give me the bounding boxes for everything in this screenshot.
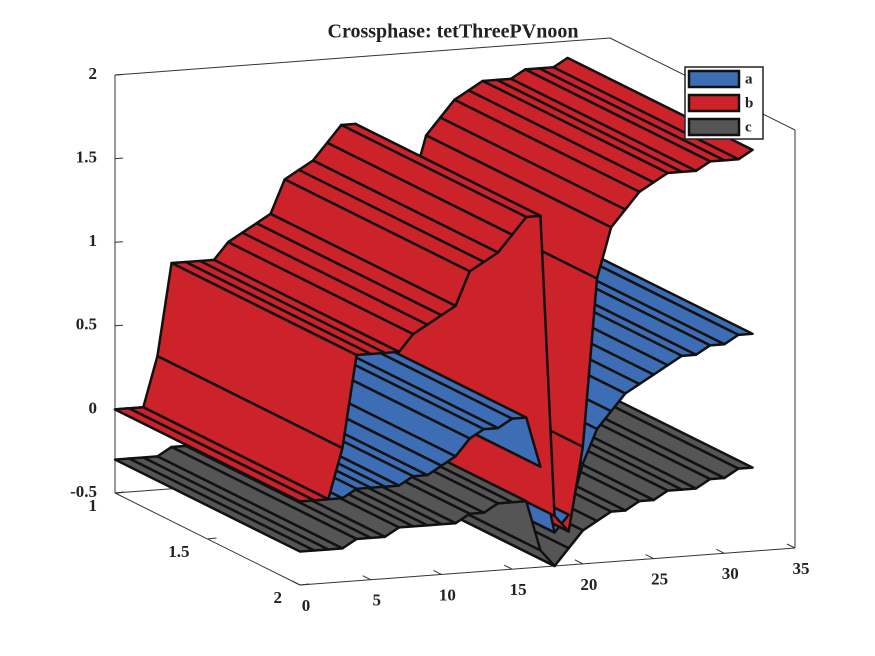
x-tick <box>433 569 442 575</box>
x-tick <box>574 559 584 565</box>
x-tick <box>786 543 796 549</box>
z-tick <box>114 324 124 327</box>
legend-label: a <box>745 71 753 87</box>
z-tick <box>114 74 124 76</box>
legend-swatch <box>687 93 741 113</box>
box-line <box>114 37 611 76</box>
x-tick-label: 5 <box>372 591 381 610</box>
x-tick <box>503 564 513 570</box>
y-tick <box>207 537 217 540</box>
legend-swatch <box>687 117 741 137</box>
y-tick <box>114 491 125 494</box>
x-tick <box>716 548 725 554</box>
x-tick <box>291 580 301 586</box>
x-tick-label: 0 <box>302 596 311 615</box>
chart-title: Crossphase: tetThreePVnoon <box>328 21 579 43</box>
y-tick <box>299 583 310 586</box>
z-tick-label: 0 <box>89 398 98 417</box>
legend-swatch <box>687 69 741 89</box>
legend-label: c <box>745 119 752 135</box>
y-tick-label: 2 <box>274 588 283 607</box>
z-tick <box>114 157 124 160</box>
z-tick-label: 2 <box>89 64 98 83</box>
surface-patch <box>113 457 316 553</box>
z-tick-label: 0.5 <box>76 315 97 334</box>
z-tick-label: 1 <box>89 231 98 250</box>
z-tick <box>114 241 124 243</box>
x-tick-label: 20 <box>580 575 597 594</box>
x-axis <box>299 547 796 586</box>
x-tick-label: 35 <box>793 559 810 578</box>
x-tick-label: 30 <box>722 564 739 583</box>
legend-label: b <box>745 95 753 111</box>
x-tick <box>645 554 654 560</box>
z-tick-label: -0.5 <box>70 482 97 501</box>
y-tick-label: 1.5 <box>168 542 189 561</box>
surface-patch <box>113 407 316 503</box>
x-tick-label: 15 <box>510 580 527 599</box>
z-tick-label: 1.5 <box>76 148 97 167</box>
x-tick-label: 25 <box>651 569 668 588</box>
x-tick <box>362 575 371 581</box>
y-tick-label: 1 <box>89 496 98 515</box>
x-tick-label: 10 <box>439 585 456 604</box>
